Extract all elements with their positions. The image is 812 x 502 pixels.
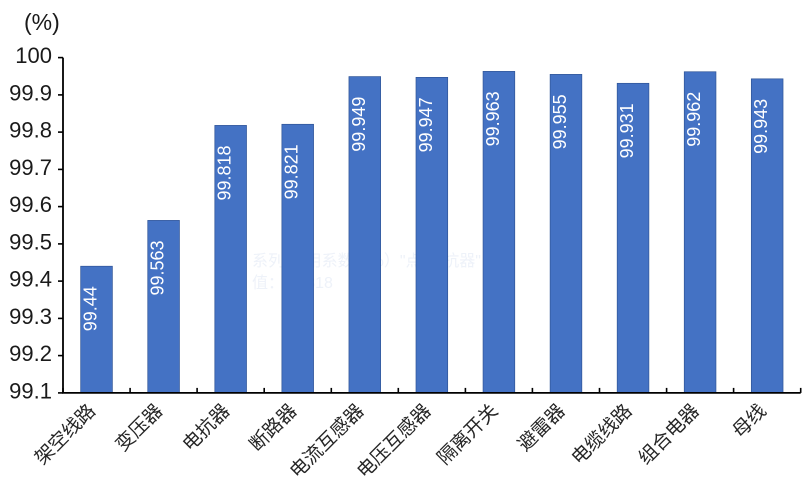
svg-text:99.931: 99.931: [617, 103, 637, 158]
svg-text:99.9: 99.9: [9, 80, 52, 105]
svg-text:组合电器: 组合电器: [634, 400, 703, 469]
svg-text:99.7: 99.7: [9, 155, 52, 180]
svg-text:99.8: 99.8: [9, 118, 52, 143]
svg-text:99.947: 99.947: [416, 97, 436, 152]
svg-text:100: 100: [15, 43, 52, 68]
svg-text:(%): (%): [24, 9, 60, 35]
svg-text:变压器: 变压器: [111, 400, 167, 456]
svg-text:99.3: 99.3: [9, 304, 52, 329]
svg-text:99.563: 99.563: [148, 240, 168, 295]
svg-text:99.962: 99.962: [684, 92, 704, 147]
svg-text:避雷器: 避雷器: [514, 400, 570, 456]
svg-text:99.6: 99.6: [9, 192, 52, 217]
svg-text:99.1: 99.1: [9, 378, 52, 403]
svg-text:99.943: 99.943: [751, 99, 771, 154]
svg-text:电抗器: 电抗器: [178, 400, 234, 456]
svg-text:99.44: 99.44: [81, 286, 101, 331]
svg-text:99.821: 99.821: [282, 144, 302, 199]
svg-text:99.963: 99.963: [483, 91, 503, 146]
svg-text:99.2: 99.2: [9, 341, 52, 366]
svg-text:母线: 母线: [728, 400, 770, 442]
svg-text:隔离开关: 隔离开关: [433, 400, 502, 469]
svg-text:99.5: 99.5: [9, 229, 52, 254]
svg-text:99.4: 99.4: [9, 267, 52, 292]
svg-text:99.949: 99.949: [349, 97, 369, 152]
svg-text:电缆线路: 电缆线路: [567, 400, 636, 469]
svg-text:架空线路: 架空线路: [31, 400, 100, 469]
svg-text:99.955: 99.955: [550, 94, 570, 149]
svg-text:断路器: 断路器: [245, 400, 301, 456]
svg-text:99.818: 99.818: [215, 145, 235, 200]
